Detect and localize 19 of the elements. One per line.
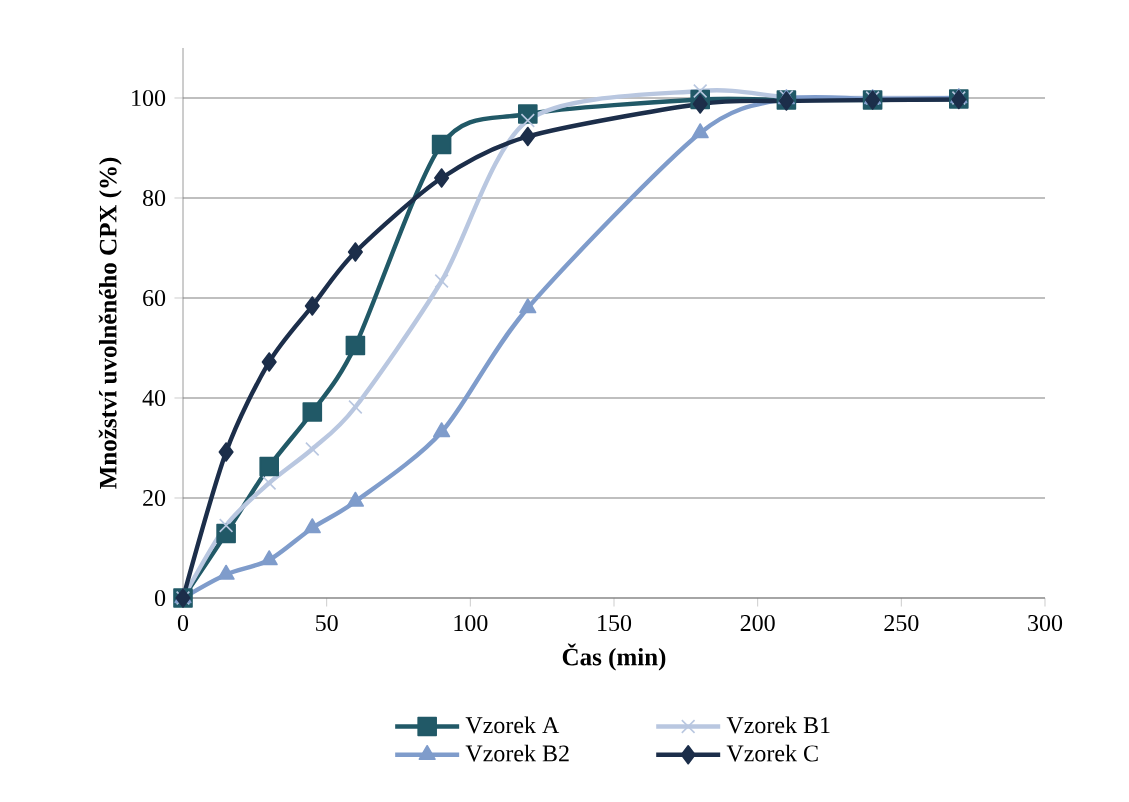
- y-tick-label: 20: [143, 489, 166, 507]
- x-tick-label: 200: [740, 614, 775, 632]
- y-tick-label: 40: [142, 389, 166, 407]
- legend-label: Vzorek C: [726, 744, 818, 762]
- x-tick-label: 150: [598, 614, 632, 632]
- x-axis-title: Čas (min): [562, 643, 666, 671]
- x-tick-label: 50: [316, 614, 338, 632]
- y-tick-label: 80: [142, 189, 166, 207]
- x-tick-label: 0: [177, 614, 189, 632]
- y-tick-label: 100: [132, 89, 166, 107]
- y-axis-title: Množství uvolněného CPX (%): [98, 157, 122, 489]
- x-tick-label: 100: [454, 614, 488, 632]
- y-tick-label: 0: [154, 589, 166, 607]
- legend-label: Vzorek B2: [465, 744, 569, 762]
- legend-label: Vzorek B1: [726, 716, 830, 734]
- x-tick-label: 300: [1028, 614, 1063, 632]
- legend-label: Vzorek A: [465, 716, 560, 734]
- y-tick-label: 60: [143, 289, 166, 307]
- x-tick-label: 250: [884, 614, 919, 632]
